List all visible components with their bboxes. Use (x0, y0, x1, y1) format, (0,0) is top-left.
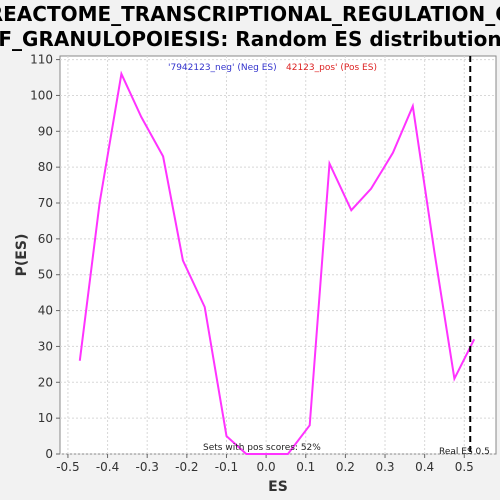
x-tick-label: -0.3 (135, 460, 158, 474)
pos-scores-note: Sets with pos scores: 52% (203, 443, 321, 453)
y-tick-label: 20 (38, 375, 53, 389)
y-tick-label: 60 (38, 232, 53, 246)
x-tick-label: 0.0 (257, 460, 276, 474)
grid (60, 56, 496, 455)
real-es-label: Real ES 0.5 (439, 447, 490, 457)
y-tick-label: 40 (38, 304, 53, 318)
x-tick-label: 0.3 (375, 460, 394, 474)
x-tick-label: 0.5 (455, 460, 474, 474)
y-tick-label: 30 (38, 339, 53, 353)
y-tick-label: 110 (30, 53, 53, 67)
y-tick-label: 90 (38, 124, 53, 138)
legend-pos-label: 42123_pos' (Pos ES) (286, 63, 377, 73)
x-tick-label: -0.1 (215, 460, 238, 474)
y-axis-ticks: 0 10 20 30 40 50 60 70 80 90 100 110 (30, 53, 60, 461)
x-axis-label: ES (268, 479, 288, 495)
y-tick-label: 100 (30, 88, 53, 102)
x-tick-label: 0.4 (415, 460, 434, 474)
y-tick-label: 50 (38, 268, 53, 282)
chart-title-line-2: F_GRANULOPOIESIS: Random ES distribution (0, 27, 500, 51)
x-axis-ticks: -0.5 -0.4 -0.3 -0.2 -0.1 0.0 0.1 0.2 0.3 0.4 0.5 (56, 454, 474, 474)
y-axis-label: P(ES) (14, 234, 30, 277)
plot-area (59, 55, 497, 455)
y-tick-label: 10 (38, 411, 53, 425)
y-tick-label: 0 (45, 447, 53, 461)
x-tick-label: 0.1 (296, 460, 315, 474)
y-tick-label: 70 (38, 196, 53, 210)
x-tick-label: -0.5 (56, 460, 79, 474)
x-tick-label: 0.2 (336, 460, 355, 474)
chart-title-line-1: REACTOME_TRANSCRIPTIONAL_REGULATION_O (0, 2, 500, 26)
y-tick-label: 80 (38, 160, 53, 174)
x-tick-label: -0.2 (175, 460, 198, 474)
legend-neg-label: '7942123_neg' (Neg ES) (168, 63, 277, 73)
x-tick-label: -0.4 (96, 460, 119, 474)
es-series-line (78, 70, 476, 455)
